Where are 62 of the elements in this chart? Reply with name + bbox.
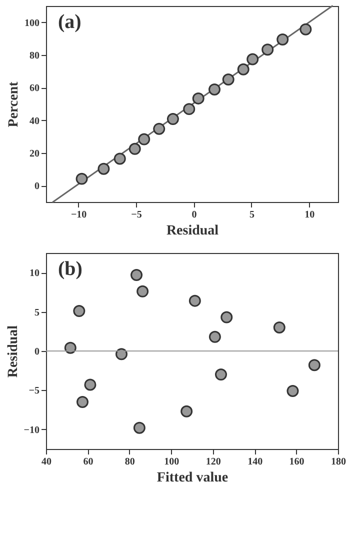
point bbox=[98, 162, 110, 175]
y-axis-title: Residual bbox=[6, 325, 21, 378]
y-tick-label: 40 bbox=[30, 116, 40, 127]
point bbox=[220, 311, 233, 324]
y-tick-label: −5 bbox=[28, 386, 40, 397]
point bbox=[153, 122, 166, 135]
point bbox=[208, 83, 220, 96]
y-tick-label: 100 bbox=[24, 18, 40, 29]
x-axis-title: Fitted value bbox=[156, 470, 228, 486]
point bbox=[166, 113, 179, 126]
y-tick-label: 5 bbox=[34, 307, 40, 318]
y-tick-label: 60 bbox=[30, 83, 40, 94]
point bbox=[76, 396, 88, 408]
y-axis-title: Percent bbox=[6, 81, 22, 128]
x-tick-label: 10 bbox=[304, 210, 315, 220]
x-tick-label: 140 bbox=[248, 456, 263, 468]
y-tick-label: 20 bbox=[30, 148, 40, 160]
point bbox=[276, 34, 289, 46]
y-tick-label: 0 bbox=[34, 346, 40, 358]
point bbox=[208, 330, 221, 343]
point bbox=[73, 305, 86, 317]
x-tick-label: 180 bbox=[331, 456, 346, 468]
annotation: (a) bbox=[58, 11, 82, 33]
point bbox=[133, 422, 146, 434]
point bbox=[138, 133, 150, 146]
point bbox=[222, 74, 234, 86]
point bbox=[76, 172, 88, 185]
x-tick-label: 120 bbox=[206, 456, 221, 468]
point bbox=[114, 152, 126, 165]
x-tick-label: −10 bbox=[70, 210, 87, 220]
point bbox=[246, 53, 259, 66]
x-tick-label: 5 bbox=[249, 210, 254, 220]
point bbox=[237, 63, 250, 76]
point bbox=[192, 92, 204, 104]
x-tick-label: 160 bbox=[289, 456, 304, 468]
point bbox=[308, 359, 320, 372]
point bbox=[183, 103, 196, 116]
y-tick-label: 10 bbox=[30, 268, 40, 280]
x-tick-label: 80 bbox=[124, 456, 135, 468]
point bbox=[116, 348, 128, 360]
point bbox=[273, 321, 286, 334]
x-axis-title: Residual bbox=[166, 224, 219, 238]
x-tick-label: 100 bbox=[164, 456, 180, 468]
x-tick-label: 60 bbox=[83, 456, 94, 468]
point bbox=[136, 285, 149, 298]
point bbox=[286, 385, 299, 397]
y-tick-label: 80 bbox=[30, 50, 40, 62]
x-tick-label: 40 bbox=[42, 456, 52, 468]
point bbox=[180, 405, 193, 418]
point bbox=[300, 23, 312, 36]
point bbox=[84, 378, 96, 391]
point bbox=[214, 368, 227, 381]
annotation: (b) bbox=[58, 258, 82, 280]
y-tick-label: 0 bbox=[34, 181, 40, 192]
point bbox=[64, 342, 76, 354]
x-tick-label: 0 bbox=[192, 210, 197, 220]
point bbox=[128, 142, 141, 155]
x-tick-label: −5 bbox=[131, 210, 142, 220]
point bbox=[130, 268, 143, 281]
y-tick-label: −10 bbox=[24, 424, 40, 436]
point bbox=[188, 294, 201, 307]
point bbox=[262, 44, 274, 56]
